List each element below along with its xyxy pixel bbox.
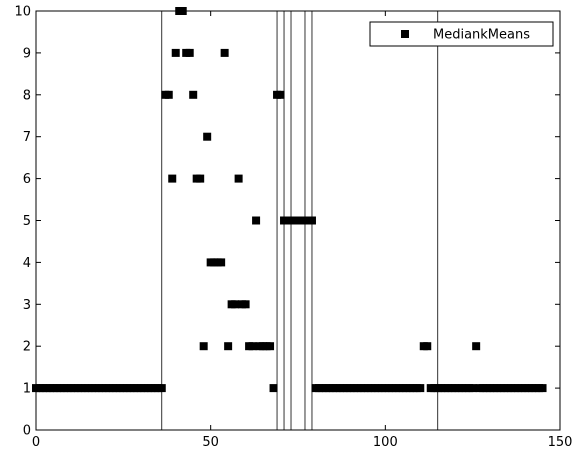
data-point-0-54 [220, 48, 229, 57]
data-markers [32, 7, 547, 393]
data-point-0-67 [266, 342, 275, 351]
y-tick-label-4: 4 [23, 256, 31, 271]
data-point-0-57 [231, 300, 240, 309]
data-point-0-112 [423, 342, 432, 351]
data-point-0-55 [224, 342, 233, 351]
data-point-0-125 [468, 384, 477, 393]
data-point-0-60 [241, 300, 250, 309]
data-point-0-45 [189, 90, 198, 99]
data-point-0-40 [171, 48, 180, 57]
data-point-0-49 [203, 132, 212, 141]
data-point-0-70 [276, 90, 285, 99]
data-point-0-110 [416, 384, 425, 393]
y-tick-label-1: 1 [23, 382, 31, 397]
data-point-0-39 [168, 174, 177, 183]
data-point-0-79 [307, 216, 316, 225]
y-tick-label-2: 2 [23, 340, 31, 355]
legend-marker-0 [401, 30, 409, 38]
legend: MediankMeans [369, 21, 554, 47]
y-tick-label-5: 5 [23, 214, 31, 229]
data-point-0-36 [157, 384, 166, 393]
y-tick-label-6: 6 [23, 172, 31, 187]
y-tick-label-3: 3 [23, 298, 31, 313]
data-point-0-48 [199, 342, 208, 351]
data-point-0-38 [164, 90, 173, 99]
x-tick-label-3: 150 [548, 435, 573, 450]
data-point-0-53 [217, 258, 226, 267]
data-point-0-62 [248, 342, 257, 351]
y-tick-label-9: 9 [23, 46, 31, 61]
data-point-0-63 [252, 216, 261, 225]
data-point-0-58 [234, 174, 243, 183]
data-point-0-126 [472, 342, 481, 351]
y-tick-label-7: 7 [23, 130, 31, 145]
x-tick-label-2: 100 [373, 435, 398, 450]
y-tick-label-10: 10 [14, 5, 31, 20]
legend-box [369, 21, 554, 47]
data-point-0-44 [185, 48, 194, 57]
data-point-0-68 [269, 384, 278, 393]
data-point-0-145 [538, 384, 547, 393]
data-point-0-47 [196, 174, 205, 183]
x-tick-label-0: 0 [32, 435, 40, 450]
y-tick-label-8: 8 [23, 88, 31, 103]
legend-label-0: MediankMeans [433, 28, 530, 43]
y-tick-label-0: 0 [23, 424, 31, 439]
x-tick-label-1: 50 [202, 435, 219, 450]
axes: 0 50 100 150 0 1 2 3 4 5 6 7 8 9 10 [14, 5, 572, 451]
